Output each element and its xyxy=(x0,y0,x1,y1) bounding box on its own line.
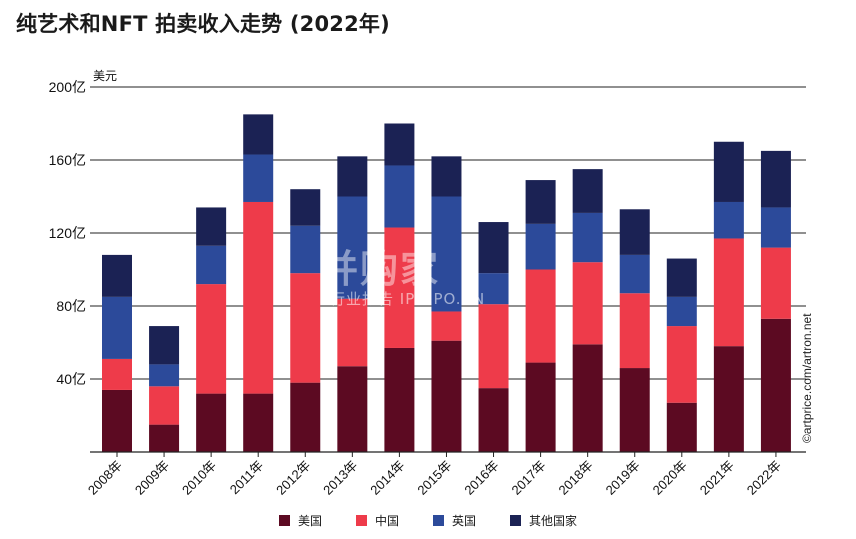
legend-label: 美国 xyxy=(297,514,322,528)
legend-label: 中国 xyxy=(374,514,399,528)
bar-segment xyxy=(196,207,227,246)
legend-item: 美国 xyxy=(278,512,322,529)
bar-segment xyxy=(666,402,697,452)
x-tick-label: 2021年 xyxy=(697,458,737,498)
bar-segment xyxy=(384,165,415,228)
bar-segment xyxy=(713,201,744,239)
bar-segment xyxy=(619,293,650,369)
x-tick-label: 2015年 xyxy=(414,458,454,498)
legend-item: 其他国家 xyxy=(510,512,577,529)
bar-segment xyxy=(384,123,415,166)
bar-segment xyxy=(243,201,274,394)
legend-item: 中国 xyxy=(355,512,399,529)
legend-item: 英国 xyxy=(433,512,476,529)
bar-segment xyxy=(290,273,321,383)
bar-segment xyxy=(760,150,791,208)
bar-segment xyxy=(525,223,556,270)
x-tick-label: 2022年 xyxy=(744,458,784,498)
chart-legend: 美国 中国 英国 其他国家 xyxy=(0,512,856,529)
x-tick-label: 2019年 xyxy=(603,458,643,498)
bar-segment xyxy=(478,388,509,452)
bar-segment xyxy=(149,424,180,452)
legend-swatch xyxy=(433,515,444,526)
y-tick-label: 200亿 xyxy=(49,79,86,95)
bar-segment xyxy=(431,196,462,312)
bar-segment xyxy=(290,189,321,226)
bar-segment xyxy=(196,245,227,285)
x-tick-label: 2016年 xyxy=(461,458,501,498)
bar-segment xyxy=(196,284,227,394)
bar-segment xyxy=(243,393,274,452)
bar-segment xyxy=(572,212,603,263)
legend-label: 其他国家 xyxy=(529,514,578,528)
bar-segment xyxy=(760,318,791,452)
bar-segment xyxy=(760,247,791,319)
y-axis-unit-label: 美元 xyxy=(93,69,117,83)
bar-segment xyxy=(384,347,415,452)
bar-segment xyxy=(666,296,697,327)
bar-segment xyxy=(572,169,603,213)
bar-segment xyxy=(478,304,509,389)
bar-segment xyxy=(337,298,368,367)
source-credit: ©artprice.com/artron.net xyxy=(800,313,814,443)
x-tick-label: 2011年 xyxy=(227,458,267,498)
x-tick-label: 2008年 xyxy=(85,458,125,498)
y-tick-label: 120亿 xyxy=(49,225,86,241)
bar-segment xyxy=(713,238,744,347)
watermark-subtext: 行业报告 IPOIPO.CN xyxy=(330,290,486,308)
bar-segment xyxy=(102,389,132,452)
bar-segment xyxy=(102,254,132,297)
x-tick-label: 2009年 xyxy=(132,458,172,498)
bar-segment xyxy=(713,141,744,202)
bar-segment xyxy=(713,346,744,452)
x-tick-label: 2013年 xyxy=(320,458,360,498)
bar-segment xyxy=(525,180,556,224)
bar-segment xyxy=(196,393,227,452)
bar-segment xyxy=(149,326,180,365)
bar-segment xyxy=(619,209,650,255)
bar-segment xyxy=(431,156,462,197)
x-tick-label: 2017年 xyxy=(508,458,548,498)
bar-segment xyxy=(666,258,697,297)
watermark-text: 并购家 xyxy=(320,247,441,291)
x-tick-label: 2018年 xyxy=(556,458,596,498)
bar-segment xyxy=(525,362,556,452)
bar-segment xyxy=(431,311,462,341)
bar-segment xyxy=(431,340,462,452)
bar-segment xyxy=(102,296,132,359)
bar-segment xyxy=(572,262,603,345)
bar-segment xyxy=(149,364,180,387)
legend-swatch xyxy=(278,515,290,526)
x-tick-label: 2020年 xyxy=(650,458,690,498)
bar-segment xyxy=(384,227,415,348)
bar-segment xyxy=(337,156,368,197)
legend-swatch xyxy=(355,515,367,526)
x-tick-label: 2010年 xyxy=(179,458,219,498)
y-tick-label: 160亿 xyxy=(49,152,86,168)
bar-segment xyxy=(149,386,180,425)
x-tick-label: 2014年 xyxy=(367,458,407,498)
bar-segment xyxy=(525,269,556,363)
y-tick-label: 80亿 xyxy=(56,298,86,314)
bar-segment xyxy=(337,366,368,452)
bar-segment xyxy=(478,222,509,274)
bar-segment xyxy=(619,368,650,452)
bar-segment xyxy=(478,273,509,305)
legend-label: 英国 xyxy=(452,514,477,528)
legend-swatch xyxy=(510,515,522,526)
bar-segment xyxy=(290,382,321,452)
bar-segment xyxy=(666,326,697,403)
x-tick-label: 2012年 xyxy=(273,458,313,498)
y-tick-label: 40亿 xyxy=(56,371,86,387)
bar-segment xyxy=(760,207,791,248)
bar-segment xyxy=(102,358,132,390)
bar-segment xyxy=(337,196,368,299)
bar-segment xyxy=(619,254,650,294)
bar-segment xyxy=(572,344,603,452)
bar-segment xyxy=(243,154,274,202)
bar-segment xyxy=(243,114,274,155)
bar-segment xyxy=(290,225,321,274)
chart-title: 纯艺术和NFT 拍卖收入走势 (2022年) xyxy=(16,12,390,36)
